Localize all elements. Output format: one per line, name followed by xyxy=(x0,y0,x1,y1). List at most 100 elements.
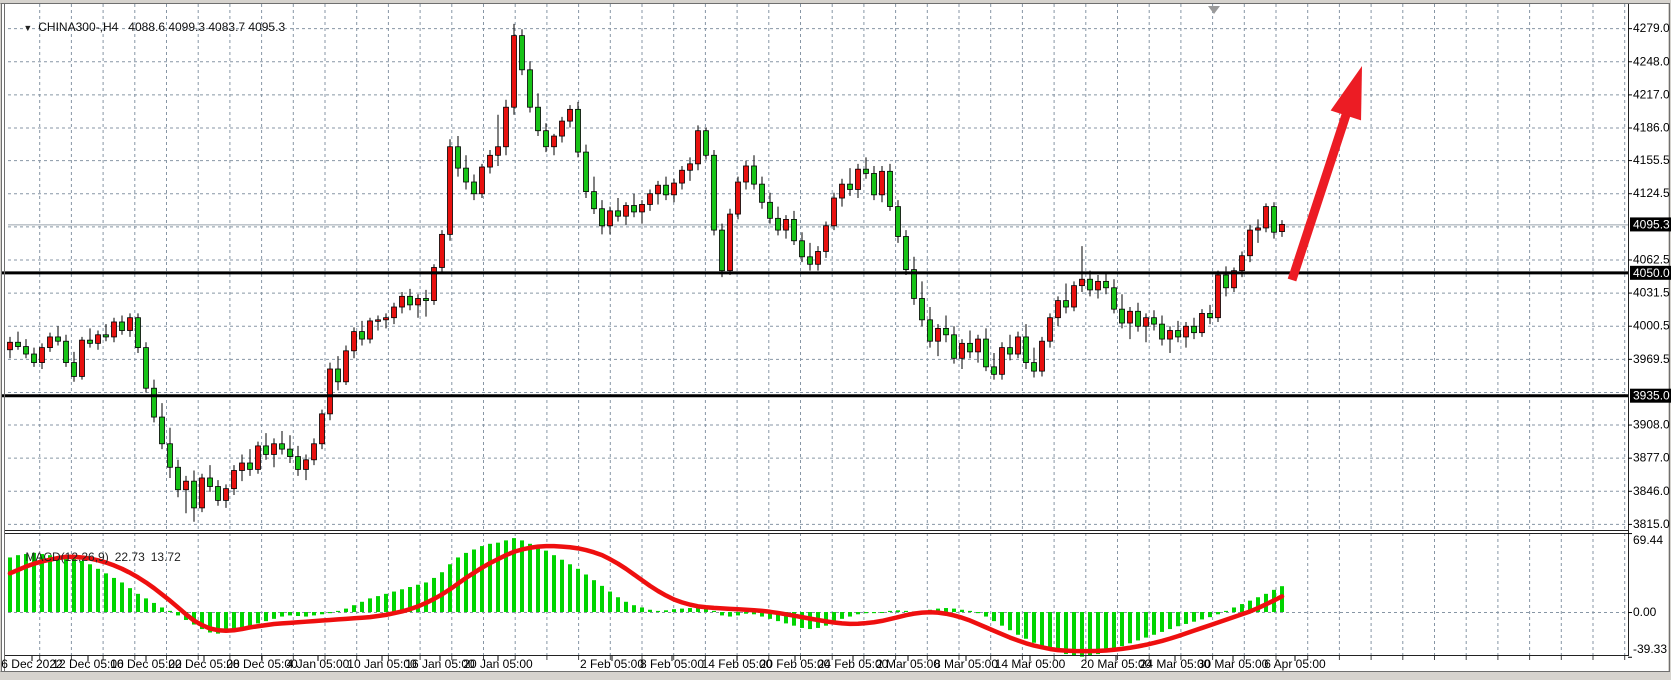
candle xyxy=(1087,270,1093,297)
candle xyxy=(583,144,589,199)
chart-background xyxy=(2,3,1668,671)
candle-body xyxy=(407,295,413,306)
candle xyxy=(447,139,453,241)
candle-body xyxy=(991,366,997,375)
candle xyxy=(959,339,965,369)
candle xyxy=(199,473,205,513)
macd-histogram-bar xyxy=(624,601,628,613)
time-axis-label: 24 Feb 05:00 xyxy=(818,657,889,671)
macd-histogram-bar xyxy=(64,555,68,613)
macd-axis[interactable]: 69.44 0.00 -39.33 xyxy=(1628,533,1667,658)
macd-histogram-bar xyxy=(880,612,884,614)
candle xyxy=(15,331,21,350)
macd-histogram-bar xyxy=(392,591,396,613)
candle xyxy=(255,441,261,474)
candle-body xyxy=(447,146,453,235)
candle xyxy=(735,176,741,220)
candle xyxy=(39,343,45,369)
macd-histogram-bar xyxy=(216,612,220,634)
candle xyxy=(671,178,677,203)
candle-body xyxy=(319,413,325,445)
candle xyxy=(767,192,773,224)
macd-histogram-bar xyxy=(112,577,116,613)
candle-body xyxy=(1007,347,1013,355)
trend-arrow[interactable] xyxy=(1287,66,1362,282)
candle-body xyxy=(911,269,917,299)
candle-body xyxy=(207,477,213,487)
candle-body xyxy=(527,69,533,108)
candle-body xyxy=(815,251,821,265)
price-axis-label: 4155.5 xyxy=(1633,153,1670,167)
macd-histogram-bar xyxy=(544,550,548,613)
candle-body xyxy=(727,213,733,272)
candle-body xyxy=(1255,227,1261,231)
candle-body xyxy=(1079,278,1085,287)
candle xyxy=(815,246,821,271)
candle xyxy=(727,208,733,275)
macd-histogram-bar xyxy=(584,574,588,613)
macd-histogram-bar xyxy=(1112,612,1116,649)
candle-body xyxy=(567,108,573,122)
candle xyxy=(527,61,533,113)
candle xyxy=(239,454,245,482)
macd-histogram-bar xyxy=(1024,612,1028,639)
macd-histogram-bar xyxy=(1016,612,1020,635)
candle xyxy=(1151,310,1157,331)
macd-histogram-bar xyxy=(944,608,948,613)
price-axis[interactable]: 4279.0 4248.0 4217.0 4186.0 4155.5 4124.5 4062… xyxy=(1628,21,1671,531)
candle-body xyxy=(15,341,21,347)
candle-body xyxy=(639,204,645,213)
macd-histogram-bar xyxy=(120,582,124,613)
price-axis-label: 4248.0 xyxy=(1633,54,1670,68)
macd-histogram-bar xyxy=(1008,612,1012,631)
candle xyxy=(495,114,501,166)
candle-body xyxy=(191,480,197,509)
macd-histogram-bar xyxy=(368,598,372,613)
candle xyxy=(703,127,709,160)
macd-histogram-bar xyxy=(200,612,204,630)
candle xyxy=(903,230,909,275)
macd-histogram-bar xyxy=(320,612,324,615)
candle xyxy=(471,174,477,201)
candle-body xyxy=(1023,336,1029,363)
macd-histogram-bar xyxy=(640,607,644,613)
macd-histogram-bar xyxy=(152,602,156,613)
candle xyxy=(327,362,333,421)
candle xyxy=(631,193,637,218)
macd-histogram-bar xyxy=(1064,612,1068,655)
price-axis-label: 3969.5 xyxy=(1633,352,1670,366)
one-click-trading-toggle-icon[interactable]: ▼ xyxy=(23,23,33,33)
macd-histogram-bar xyxy=(1048,612,1052,649)
macd-histogram-bar xyxy=(960,609,964,613)
macd-histogram-bar xyxy=(168,610,172,613)
price-axis-label: 3846.0 xyxy=(1633,484,1670,498)
candle xyxy=(215,480,221,506)
candle-body xyxy=(615,210,621,217)
candle xyxy=(759,176,765,209)
candle-body xyxy=(703,130,709,156)
candle xyxy=(1271,202,1277,239)
candle xyxy=(223,484,229,508)
candle xyxy=(743,160,749,190)
candle-body xyxy=(327,368,333,415)
candle-body xyxy=(711,154,717,231)
candle-body xyxy=(23,346,29,355)
candle-body xyxy=(751,165,757,185)
candle-body xyxy=(631,205,637,213)
macd-histogram-bar xyxy=(504,540,508,613)
candle xyxy=(271,438,277,468)
macd-histogram-bar xyxy=(560,559,564,613)
candle-body xyxy=(287,448,293,457)
macd-histogram-bar xyxy=(736,612,740,616)
candle-body xyxy=(1175,330,1181,338)
macd-histogram-bar xyxy=(512,538,516,613)
macd-histogram-bar xyxy=(992,612,996,622)
candle-body xyxy=(1247,229,1253,257)
macd-histogram-bar xyxy=(128,588,132,613)
candle xyxy=(511,23,517,115)
candle xyxy=(1127,307,1133,340)
macd-histogram-bar xyxy=(888,610,892,613)
window-frame xyxy=(0,3,1670,672)
